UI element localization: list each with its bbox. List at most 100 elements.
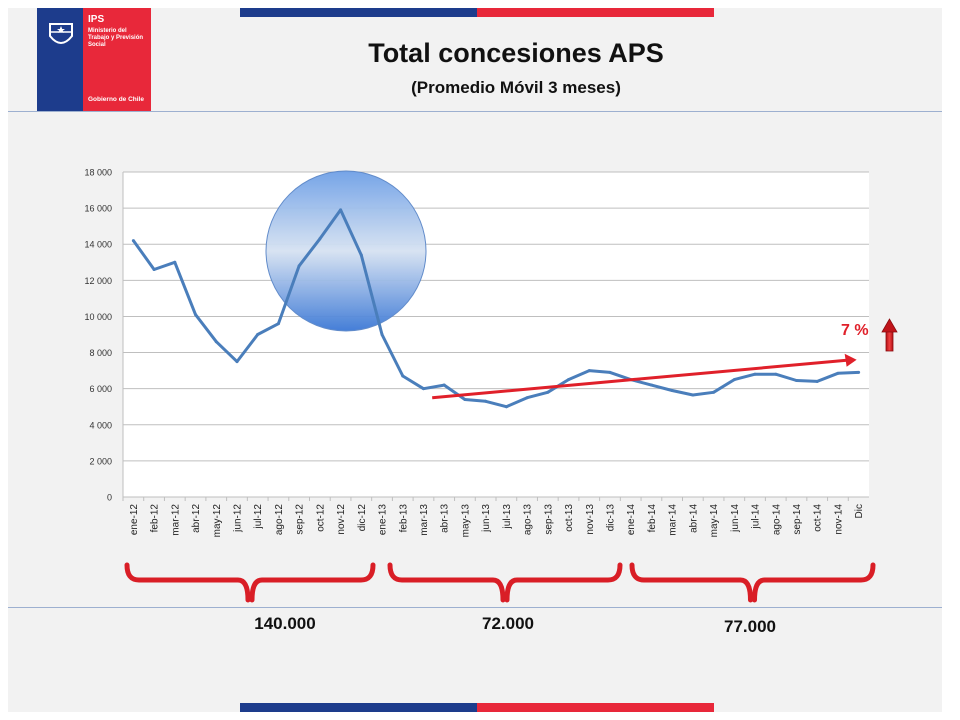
y-tick-label: 14 000: [84, 240, 112, 250]
x-tick-label: jun-13: [481, 504, 492, 533]
data-point: [836, 371, 840, 375]
data-point: [546, 390, 550, 394]
page-subtitle: (Promedio Móvil 3 meses): [411, 78, 621, 97]
data-point: [256, 333, 260, 336]
x-tick-label: ago-14: [771, 504, 782, 536]
x-tick-label: oct-14: [813, 504, 824, 532]
bottom-accent-red: [477, 703, 714, 712]
peak-highlight-circle: [265, 170, 427, 332]
data-point: [484, 399, 488, 403]
up-arrow-icon: [881, 318, 898, 333]
data-point: [732, 378, 736, 382]
x-tick-label: sep-13: [543, 504, 554, 535]
data-point: [794, 379, 798, 383]
x-tick-label: ene-13: [378, 504, 389, 536]
x-tick-label: ago-12: [274, 504, 285, 536]
y-tick-label: 0: [107, 493, 112, 503]
data-point: [774, 372, 778, 376]
series-line: [132, 208, 859, 409]
x-tick-label: may-12: [212, 504, 223, 538]
logo-ministry-name: Ministerio del Trabajo y Previsión Socia…: [88, 28, 144, 48]
x-tick-label: dic-13: [605, 504, 616, 532]
data-point: [318, 237, 322, 241]
y-tick-label: 2 000: [89, 456, 112, 466]
x-tick-label: sep-12: [295, 504, 306, 535]
y-tick-label: 16 000: [84, 204, 112, 214]
header-divider: [8, 111, 942, 112]
data-point: [131, 239, 135, 243]
growth-percent-label: 7 %: [841, 322, 869, 339]
logo-abbr: IPS: [88, 14, 105, 25]
data-point: [608, 370, 612, 374]
x-tick-label: jun-12: [232, 504, 243, 533]
data-point: [152, 268, 156, 271]
y-tick-label: 18 000: [84, 168, 112, 178]
footer-divider: [8, 607, 942, 608]
top-accent-red: [477, 8, 714, 17]
x-tick-label: abr-12: [191, 504, 202, 533]
data-point: [857, 370, 861, 374]
data-point: [235, 360, 239, 364]
x-tick-label: ago-13: [523, 504, 534, 536]
data-point: [525, 396, 529, 400]
total-2013: 72.000: [482, 614, 534, 633]
x-tick-label: jul-12: [253, 504, 264, 530]
y-tick-label: 12 000: [84, 276, 112, 286]
x-tick-label: Dic: [854, 504, 865, 518]
data-point: [712, 390, 716, 394]
x-tick-label: feb-13: [398, 504, 409, 533]
data-point: [815, 379, 819, 383]
data-point: [753, 372, 757, 376]
x-tick-label: ene-12: [129, 504, 140, 536]
brace-2013: [387, 562, 623, 603]
x-tick-label: feb-14: [647, 504, 658, 533]
data-point: [463, 398, 467, 401]
x-tick-label: mar-12: [170, 504, 181, 536]
data-point: [276, 322, 280, 326]
data-point: [567, 378, 571, 382]
top-accent-blue: [240, 8, 477, 17]
total-2014: 77.000: [724, 617, 776, 636]
x-tick-label: abr-13: [440, 504, 451, 533]
x-tick-label: nov-14: [833, 504, 844, 535]
data-point: [401, 374, 405, 378]
trend-arrow-line: [432, 358, 847, 400]
logo-blue-panel: [37, 8, 83, 111]
y-tick-label: 4 000: [89, 420, 112, 430]
x-tick-label: oct-12: [315, 504, 326, 532]
trend-arrow-head: [844, 353, 857, 367]
x-tick-label: sep-14: [792, 504, 803, 535]
data-point: [691, 393, 695, 397]
logo-red-panel: IPS Ministerio del Trabajo y Previsión S…: [83, 8, 151, 111]
data-point: [649, 383, 653, 387]
y-tick-label: 8 000: [89, 348, 112, 358]
x-tick-label: mar-13: [419, 504, 430, 536]
data-point: [214, 340, 218, 344]
bottom-accent-bar: [240, 703, 714, 712]
data-point: [194, 313, 198, 317]
brace-2012: [124, 562, 376, 603]
ips-logo: IPS Ministerio del Trabajo y Previsión S…: [37, 8, 151, 111]
data-point: [504, 405, 508, 409]
data-point: [670, 388, 674, 392]
x-tick-label: nov-12: [336, 504, 347, 535]
x-tick-label: may-14: [709, 504, 720, 538]
data-point: [359, 253, 363, 257]
data-point: [173, 260, 177, 264]
data-point: [297, 264, 301, 268]
x-tick-label: dic-12: [357, 504, 368, 532]
x-tick-label: nov-13: [585, 504, 596, 535]
y-tick-label: 10 000: [84, 312, 112, 322]
plot-area: [123, 172, 869, 497]
x-tick-label: may-13: [460, 504, 471, 538]
x-tick-label: ene-14: [626, 504, 637, 536]
top-accent-bar: [240, 8, 714, 17]
x-tick-label: jul-14: [751, 504, 762, 530]
data-point: [380, 333, 384, 336]
brace-2014: [629, 562, 876, 603]
data-point: [442, 383, 446, 387]
logo-government: Gobierno de Chile: [88, 96, 144, 103]
x-tick-label: oct-13: [564, 504, 575, 532]
x-tick-label: jun-14: [730, 504, 741, 533]
